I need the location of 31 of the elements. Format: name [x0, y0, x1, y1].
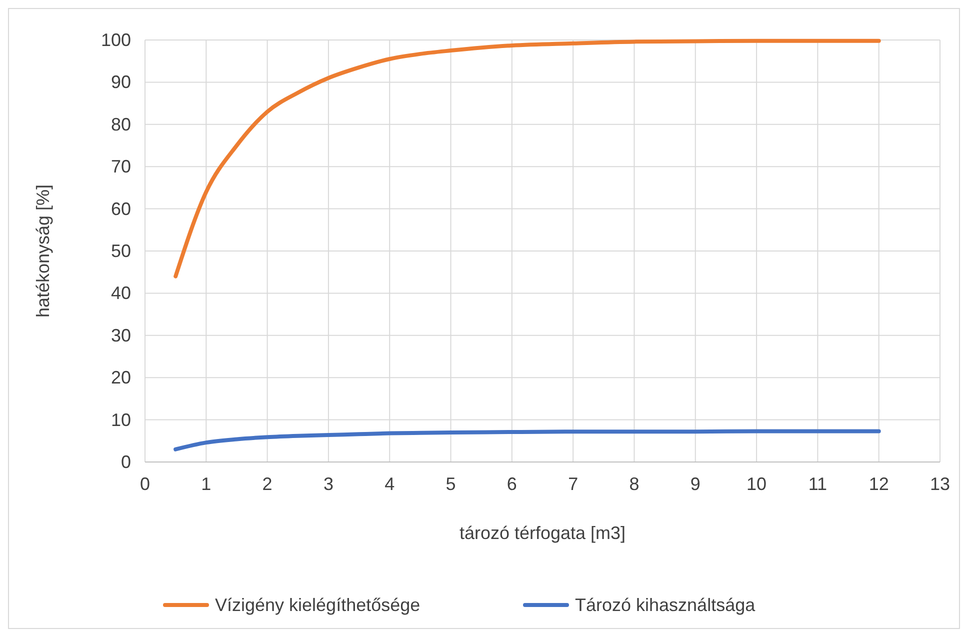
x-tick-label: 13	[930, 474, 950, 494]
x-tick-label: 0	[140, 474, 150, 494]
y-tick-label: 90	[110, 72, 131, 92]
y-tick-label: 70	[110, 156, 131, 177]
x-axis-title: tározó térfogata [m3]	[459, 523, 626, 543]
legend-label: Vízigény kielégíthetősége	[215, 595, 420, 615]
line-series	[174, 38, 881, 278]
x-tick-label: 11	[808, 474, 828, 494]
y-tick-label: 0	[120, 452, 131, 472]
x-tick-label: 1	[201, 474, 212, 494]
x-tick-label: 7	[568, 474, 578, 494]
y-tick-label: 60	[110, 198, 131, 219]
y-axis-title: hatékonyság [%]	[33, 184, 53, 318]
legend-label: Tározó kihasználtsága	[575, 595, 756, 615]
y-tick-label: 20	[110, 368, 131, 388]
x-tick-label: 5	[446, 474, 456, 494]
y-tick-label: 10	[110, 410, 131, 430]
x-tick-label: 12	[868, 474, 889, 494]
x-tick-label: 3	[323, 474, 334, 494]
x-tick-label: 6	[506, 474, 517, 494]
y-tick-label: 80	[110, 114, 131, 134]
y-tick-label: 30	[110, 325, 131, 346]
x-tick-label: 8	[629, 474, 640, 494]
y-tick-label: 40	[110, 283, 131, 304]
x-tick-label: 9	[690, 474, 700, 494]
y-tick-label: 50	[110, 241, 131, 261]
x-tick-label: 4	[384, 474, 395, 494]
y-tick-label: 100	[100, 30, 131, 50]
line-series	[174, 429, 881, 452]
x-tick-label: 10	[746, 474, 767, 494]
x-tick-label: 2	[262, 474, 272, 494]
